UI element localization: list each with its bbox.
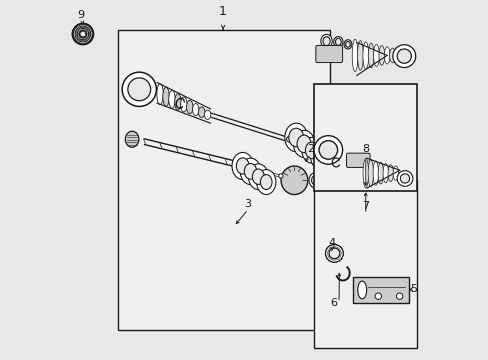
Ellipse shape — [252, 169, 264, 184]
Bar — [118, 31, 329, 330]
Ellipse shape — [125, 131, 139, 147]
Ellipse shape — [333, 36, 342, 47]
Circle shape — [318, 141, 337, 159]
Ellipse shape — [377, 162, 383, 184]
Circle shape — [278, 174, 283, 178]
Ellipse shape — [363, 158, 367, 188]
Ellipse shape — [357, 281, 366, 299]
Bar — [313, 180, 417, 348]
Text: 2: 2 — [306, 144, 313, 153]
Ellipse shape — [351, 39, 357, 72]
Ellipse shape — [378, 46, 384, 65]
Circle shape — [328, 248, 339, 259]
Circle shape — [313, 136, 342, 164]
Ellipse shape — [248, 164, 268, 189]
Ellipse shape — [389, 48, 395, 63]
Ellipse shape — [293, 130, 314, 157]
Text: 6: 6 — [329, 298, 337, 308]
Ellipse shape — [198, 107, 204, 118]
Ellipse shape — [297, 135, 310, 153]
Ellipse shape — [367, 160, 373, 186]
Ellipse shape — [373, 44, 379, 67]
Bar — [352, 276, 408, 303]
Circle shape — [392, 45, 415, 68]
Ellipse shape — [367, 43, 373, 68]
Ellipse shape — [157, 84, 163, 104]
Circle shape — [127, 78, 150, 101]
Ellipse shape — [192, 104, 199, 116]
Circle shape — [122, 72, 156, 107]
Ellipse shape — [231, 152, 253, 180]
Circle shape — [374, 293, 381, 300]
Ellipse shape — [344, 40, 351, 49]
Ellipse shape — [317, 178, 331, 193]
Ellipse shape — [186, 100, 193, 114]
FancyBboxPatch shape — [315, 45, 342, 63]
Ellipse shape — [310, 145, 328, 169]
Text: 5: 5 — [409, 284, 417, 294]
Ellipse shape — [204, 110, 210, 120]
Ellipse shape — [313, 149, 325, 165]
Ellipse shape — [305, 142, 318, 159]
Ellipse shape — [372, 161, 378, 185]
Ellipse shape — [236, 158, 248, 174]
Ellipse shape — [311, 175, 320, 185]
Ellipse shape — [392, 166, 398, 180]
FancyBboxPatch shape — [346, 153, 369, 167]
Circle shape — [400, 174, 409, 183]
Ellipse shape — [256, 170, 275, 194]
Ellipse shape — [260, 175, 271, 189]
Text: 1: 1 — [219, 5, 226, 18]
Ellipse shape — [168, 90, 175, 108]
Text: 4: 4 — [327, 238, 335, 248]
Ellipse shape — [320, 181, 328, 190]
Text: 9: 9 — [78, 10, 84, 20]
Ellipse shape — [382, 163, 387, 183]
Ellipse shape — [240, 158, 261, 185]
Ellipse shape — [326, 183, 340, 199]
Ellipse shape — [308, 172, 322, 188]
Ellipse shape — [244, 163, 256, 179]
Circle shape — [325, 244, 343, 262]
Text: 3: 3 — [244, 199, 251, 209]
Circle shape — [286, 136, 292, 142]
Ellipse shape — [329, 186, 337, 196]
Ellipse shape — [180, 97, 187, 112]
Circle shape — [396, 293, 402, 300]
Text: 8: 8 — [362, 144, 368, 153]
Ellipse shape — [284, 123, 307, 152]
Circle shape — [396, 49, 410, 63]
Ellipse shape — [387, 165, 393, 181]
Ellipse shape — [301, 138, 321, 163]
Circle shape — [80, 31, 85, 37]
Text: 7: 7 — [362, 201, 368, 211]
Ellipse shape — [362, 42, 368, 69]
Ellipse shape — [345, 41, 349, 47]
Ellipse shape — [163, 87, 169, 106]
Ellipse shape — [320, 34, 331, 48]
Ellipse shape — [322, 37, 329, 46]
Circle shape — [72, 23, 93, 45]
Circle shape — [396, 171, 412, 186]
Ellipse shape — [384, 47, 389, 64]
Ellipse shape — [357, 41, 363, 70]
Bar — [313, 84, 417, 191]
Ellipse shape — [281, 166, 307, 194]
Ellipse shape — [335, 38, 341, 45]
Ellipse shape — [288, 128, 303, 147]
Ellipse shape — [174, 94, 181, 110]
